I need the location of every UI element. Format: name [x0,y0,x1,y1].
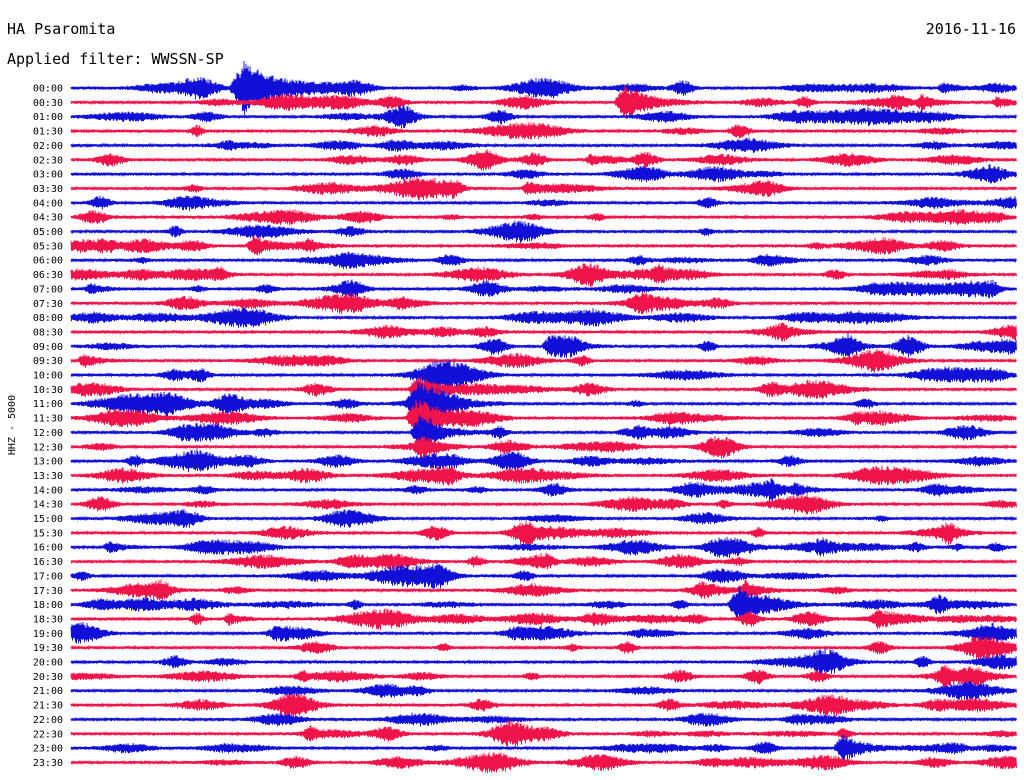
row-time-label: 14:00 [33,485,63,496]
row-time-label: 13:30 [33,471,63,482]
row-time-label: 06:30 [33,270,63,281]
row-time-label: 10:30 [33,385,63,396]
row-time-label: 12:00 [33,428,63,439]
row-time-label: 12:30 [33,442,63,453]
row-time-label: 05:30 [33,241,63,252]
row-label-group: 00:00 00:30 01:00 01:30 02:00 02:30 03:00 03:30… [33,84,63,769]
row-time-label: 16:00 [33,543,63,554]
row-time-label: 17:00 [33,571,63,582]
row-time-label: 13:00 [33,457,63,468]
row-time-label: 16:30 [33,557,63,568]
date-label: 2016-11-16 [925,20,1016,38]
row-time-label: 04:30 [33,213,63,224]
row-time-label: 09:30 [33,356,63,367]
row-time-label: 11:00 [33,399,63,410]
row-time-label: 07:30 [33,299,63,310]
row-time-label: 10:00 [33,371,63,382]
row-time-label: 19:30 [33,643,63,654]
row-time-label: 21:30 [33,701,63,712]
row-time-label: 08:00 [33,313,63,324]
row-time-label: 03:30 [33,184,63,195]
row-time-label: 22:30 [33,729,63,740]
trace-group [70,61,1017,774]
row-time-label: 02:30 [33,155,63,166]
row-time-label: 20:00 [33,658,63,669]
row-time-label: 15:30 [33,528,63,539]
row-time-label: 00:00 [33,84,63,95]
row-time-label: 22:00 [33,715,63,726]
row-time-label: 08:30 [33,327,63,338]
row-time-label: 05:00 [33,227,63,238]
row-time-label: 17:30 [33,586,63,597]
row-time-label: 01:00 [33,112,63,123]
row-time-label: 23:30 [33,758,63,769]
row-time-label: 00:30 [33,98,63,109]
row-time-label: 19:00 [33,629,63,640]
row-time-label: 23:00 [33,744,63,755]
station-title: HA Psaromita [7,20,116,38]
row-time-label: 06:00 [33,256,63,267]
row-time-label: 03:00 [33,170,63,181]
row-time-label: 02:00 [33,141,63,152]
row-time-label: 15:00 [33,514,63,525]
row-time-label: 04:00 [33,198,63,209]
filter-label: Applied filter: WWSSN-SP [7,50,224,68]
row-time-label: 01:30 [33,127,63,138]
trace-row-2130 [70,693,1017,719]
row-time-label: 18:00 [33,600,63,611]
row-time-label: 18:30 [33,614,63,625]
row-time-label: 07:00 [33,284,63,295]
row-time-label: 11:30 [33,414,63,425]
row-time-label: 09:00 [33,342,63,353]
row-time-label: 20:30 [33,672,63,683]
y-axis-label: HHZ - 5000 [7,395,18,455]
trace-row-1330 [70,465,1017,486]
row-time-label: 14:30 [33,500,63,511]
row-time-label: 21:00 [33,686,63,697]
